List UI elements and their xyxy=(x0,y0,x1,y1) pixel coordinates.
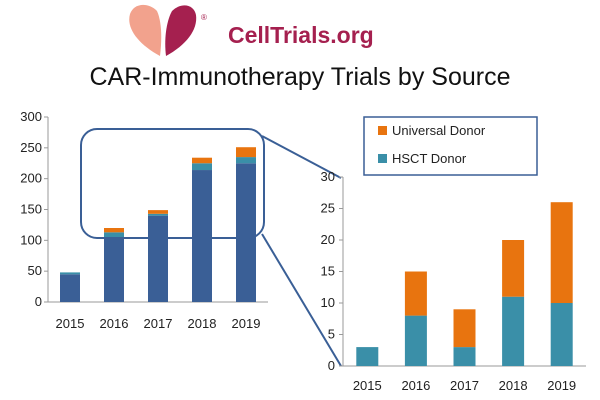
main-bar-2019-s2 xyxy=(236,147,256,158)
main-y-tick-label: 0 xyxy=(35,294,42,309)
brand-logo: ® xyxy=(129,4,207,57)
legend: Universal Donor HSCT Donor xyxy=(363,116,538,176)
zoom-connector-bottom xyxy=(261,233,342,367)
brand-name: CellTrials.org xyxy=(228,22,374,48)
zoom-y-tick-label: 30 xyxy=(321,169,335,184)
main-bar-2017-s0 xyxy=(148,215,168,302)
main-bar-2016-s1 xyxy=(104,232,124,238)
zoom-y-tick-label: 25 xyxy=(321,201,335,216)
main-x-tick-label: 2016 xyxy=(100,316,129,331)
zoom-chart: 0 5 10 15 20 25 30 2015 2016 2017 2018 2019 xyxy=(321,169,586,393)
main-bar-2019-s1 xyxy=(236,157,256,164)
zoom-y-tick-label: 10 xyxy=(321,295,335,310)
main-bar-2016-s0 xyxy=(104,237,124,302)
main-bar-2016-s2 xyxy=(104,228,124,233)
logo-left-shape xyxy=(129,4,162,57)
zoom-x-tick-label: 2019 xyxy=(547,378,576,393)
zoom-bar-2017-s1 xyxy=(453,309,476,348)
zoom-bar-2015-s0 xyxy=(356,347,379,366)
legend-label-universal: Universal Donor xyxy=(392,123,486,138)
main-y-tick-label: 150 xyxy=(20,202,42,217)
main-bar-2017-s1 xyxy=(148,213,168,216)
zoom-connector-top xyxy=(261,135,342,179)
zoom-bar-2019-s0 xyxy=(550,303,573,366)
main-y-tick-label: 100 xyxy=(20,232,42,247)
legend-label-hsct: HSCT Donor xyxy=(392,151,467,166)
zoom-y-tick-label: 0 xyxy=(328,358,335,373)
zoom-y-tick-label: 20 xyxy=(321,232,335,247)
logo-right-shape xyxy=(165,5,197,56)
zoom-bar-2017-s0 xyxy=(453,347,476,366)
main-y-tick-label: 250 xyxy=(20,140,42,155)
main-y-tick-label: 50 xyxy=(28,263,42,278)
zoom-y-tick-label: 5 xyxy=(328,327,335,342)
legend-swatch-hsct xyxy=(378,154,387,163)
zoom-bar-2016-s0 xyxy=(404,315,427,366)
main-bar-2018-s1 xyxy=(192,163,212,171)
legend-swatch-universal xyxy=(378,126,387,135)
main-bar-2015-s1 xyxy=(60,272,80,275)
registered-mark: ® xyxy=(201,13,207,22)
main-chart: 0 50 100 150 200 250 300 2015 2016 2017 2018 2019 xyxy=(20,109,268,331)
zoom-x-tick-label: 2018 xyxy=(499,378,528,393)
main-bar-2015-s0 xyxy=(60,274,80,302)
zoom-callout xyxy=(80,128,342,367)
zoom-bar-2018-s0 xyxy=(502,296,525,366)
zoom-y-tick-label: 15 xyxy=(321,264,335,279)
zoom-bar-2019-s1 xyxy=(550,202,573,303)
main-x-tick-label: 2019 xyxy=(232,316,261,331)
main-x-tick-label: 2017 xyxy=(144,316,173,331)
zoom-x-tick-label: 2017 xyxy=(450,378,479,393)
main-x-tick-label: 2015 xyxy=(56,316,85,331)
chart-title: CAR-Immunotherapy Trials by Source xyxy=(90,63,511,91)
zoom-x-tick-label: 2015 xyxy=(353,378,382,393)
main-bar-2017-s2 xyxy=(148,210,168,214)
zoom-x-tick-label: 2016 xyxy=(401,378,430,393)
main-bar-2019-s0 xyxy=(236,163,256,302)
zoom-callout-box xyxy=(80,128,265,239)
main-y-tick-label: 300 xyxy=(20,109,42,124)
main-y-tick-label: 200 xyxy=(20,171,42,186)
main-bar-2018-s0 xyxy=(192,170,212,302)
main-bar-2018-s2 xyxy=(192,157,212,164)
zoom-bar-2018-s1 xyxy=(502,240,525,297)
main-x-tick-label: 2018 xyxy=(188,316,217,331)
legend-box xyxy=(363,116,538,176)
zoom-bar-2016-s1 xyxy=(404,271,427,316)
